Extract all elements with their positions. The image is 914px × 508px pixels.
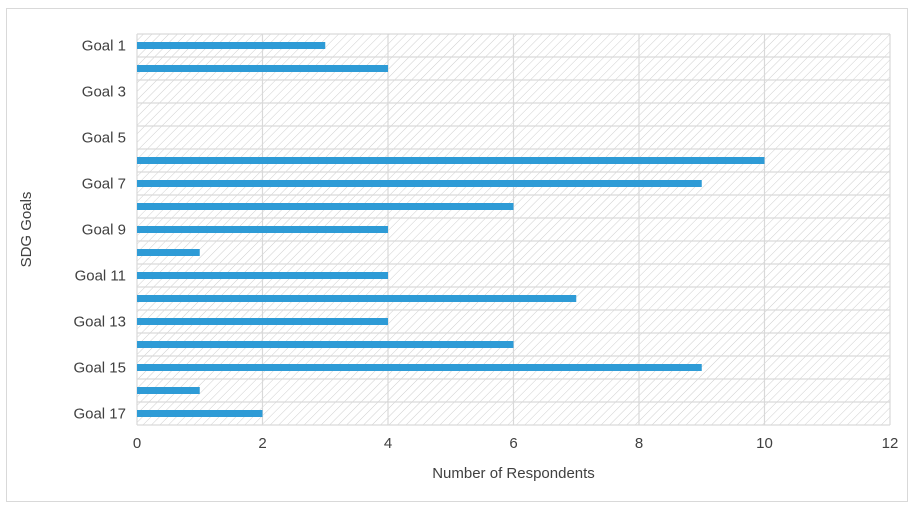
bars [137, 42, 765, 417]
y-tick-label: Goal 11 [75, 268, 126, 285]
chart-frame: Goal 1 Goal 3 Goal 5 Goal 7 Goal 9 Goal 11 Goa… [6, 8, 908, 502]
x-tick-label: 8 [635, 435, 643, 452]
x-axis-title: Number of Respondents [432, 465, 595, 482]
x-tick-label: 12 [882, 435, 899, 452]
bar-goal-11 [137, 272, 388, 279]
y-tick-label: Goal 1 [82, 38, 126, 55]
y-tick-labels: Goal 1 Goal 3 Goal 5 Goal 7 Goal 9 Goal 11 Goa… [73, 38, 126, 423]
y-tick-label: Goal 9 [82, 222, 126, 239]
y-tick-label: Goal 15 [73, 360, 126, 377]
y-tick-label: Goal 17 [73, 406, 126, 423]
bar-goal-9 [137, 226, 388, 233]
bar-goal-8 [137, 203, 514, 210]
bar-goal-2 [137, 65, 388, 72]
bar-goal-17 [137, 410, 263, 417]
y-axis-title: SDG Goals [18, 192, 35, 268]
x-tick-label: 10 [756, 435, 773, 452]
x-tick-label: 0 [133, 435, 141, 452]
bar-chart: Goal 1 Goal 3 Goal 5 Goal 7 Goal 9 Goal 11 Goa… [18, 33, 899, 482]
bar-goal-15 [137, 364, 702, 371]
bar-goal-13 [137, 318, 388, 325]
bar-goal-1 [137, 42, 326, 49]
gridlines [136, 33, 891, 426]
bar-goal-10 [137, 249, 200, 256]
bar-goal-6 [137, 157, 765, 164]
y-tick-label: Goal 5 [82, 130, 126, 147]
y-tick-label: Goal 13 [73, 314, 126, 331]
bar-goal-7 [137, 180, 702, 187]
x-tick-labels: 0 2 4 6 8 10 12 [133, 435, 899, 452]
bar-goal-14 [137, 341, 514, 348]
x-tick-label: 4 [384, 435, 392, 452]
y-tick-label: Goal 7 [82, 176, 126, 193]
x-tick-label: 6 [509, 435, 517, 452]
bar-goal-12 [137, 295, 577, 302]
y-tick-label: Goal 3 [82, 84, 126, 101]
bar-goal-16 [137, 387, 200, 394]
x-tick-label: 2 [258, 435, 266, 452]
